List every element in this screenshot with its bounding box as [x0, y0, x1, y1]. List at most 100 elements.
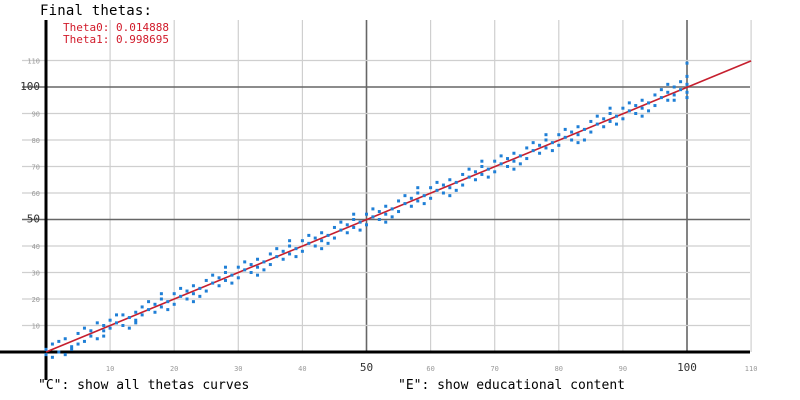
theta1-value: Theta1: 0.998695 — [63, 33, 169, 46]
data-point — [275, 247, 279, 251]
data-point — [506, 165, 510, 168]
data-point — [634, 104, 638, 108]
data-point — [320, 247, 324, 251]
data-point — [294, 255, 298, 259]
data-point — [384, 212, 388, 216]
data-point — [57, 350, 61, 354]
data-point — [108, 318, 112, 322]
data-point — [672, 93, 676, 97]
data-point — [608, 106, 612, 110]
data-point — [352, 225, 356, 229]
data-point — [461, 183, 465, 187]
data-point — [230, 281, 234, 285]
data-point — [416, 186, 420, 190]
data-point — [589, 119, 593, 123]
data-point — [204, 289, 208, 293]
x-tick-label: 50 — [360, 361, 373, 374]
data-point — [448, 178, 452, 182]
data-point — [647, 109, 651, 113]
data-point — [63, 353, 67, 357]
data-point — [147, 300, 151, 304]
data-point — [448, 194, 452, 198]
data-point — [352, 212, 356, 216]
y-tick-label: 100 — [20, 80, 40, 93]
data-point — [50, 342, 54, 346]
data-point — [320, 231, 324, 235]
data-point — [288, 244, 292, 248]
data-point — [608, 112, 612, 115]
data-point — [121, 324, 125, 327]
data-point — [256, 257, 260, 261]
data-point — [653, 104, 657, 108]
data-point — [159, 292, 163, 296]
y-tick-label: 40 — [32, 243, 40, 251]
data-point — [685, 61, 689, 65]
data-point — [268, 252, 272, 256]
data-point — [217, 284, 221, 288]
x-tick-label: 30 — [234, 365, 242, 373]
data-point — [82, 326, 86, 330]
data-point — [499, 162, 503, 166]
data-point — [57, 339, 61, 343]
x-tick-label: 60 — [426, 365, 434, 373]
data-point — [531, 141, 535, 145]
data-point — [166, 300, 170, 304]
data-point — [179, 294, 183, 298]
data-point — [429, 186, 433, 190]
y-tick-label: 20 — [32, 296, 40, 304]
data-point — [313, 244, 317, 248]
data-point — [307, 233, 311, 237]
data-point — [358, 220, 362, 224]
data-point — [70, 347, 74, 351]
data-point — [50, 355, 54, 359]
data-point — [191, 284, 195, 288]
y-tick-label: 110 — [27, 58, 40, 66]
data-point — [685, 74, 689, 78]
data-point — [191, 300, 195, 304]
data-point — [666, 90, 670, 94]
data-point — [454, 180, 458, 184]
data-point — [595, 114, 599, 118]
x-tick-label: 100 — [677, 361, 697, 374]
data-point — [666, 82, 670, 86]
data-point — [576, 133, 580, 137]
data-point — [95, 321, 99, 325]
data-point — [486, 167, 490, 171]
data-point — [429, 196, 433, 200]
data-point — [217, 276, 221, 280]
data-point — [480, 165, 484, 168]
data-point — [563, 135, 567, 139]
data-point — [300, 249, 304, 253]
data-point — [679, 88, 683, 92]
data-point — [102, 324, 106, 327]
data-point — [339, 220, 343, 224]
data-point — [172, 302, 176, 306]
data-point — [679, 80, 683, 84]
data-point — [403, 202, 407, 206]
data-point — [550, 149, 554, 153]
data-point — [332, 225, 336, 229]
data-point — [332, 236, 336, 240]
regression-line — [45, 60, 752, 353]
data-point — [89, 329, 93, 333]
data-point — [256, 265, 260, 269]
data-point — [243, 260, 247, 264]
data-point — [441, 191, 445, 195]
data-point — [454, 188, 458, 192]
data-point — [191, 292, 195, 296]
data-point — [473, 178, 477, 182]
data-point — [608, 119, 612, 123]
data-point — [653, 93, 657, 97]
data-point — [422, 202, 426, 206]
x-tick-label: 70 — [490, 365, 498, 373]
data-point — [576, 125, 580, 129]
data-point — [512, 167, 516, 171]
data-point — [371, 215, 375, 219]
data-point — [409, 196, 413, 200]
data-point — [557, 143, 561, 147]
data-point — [576, 141, 580, 145]
data-point — [409, 204, 413, 208]
data-point — [397, 199, 401, 203]
